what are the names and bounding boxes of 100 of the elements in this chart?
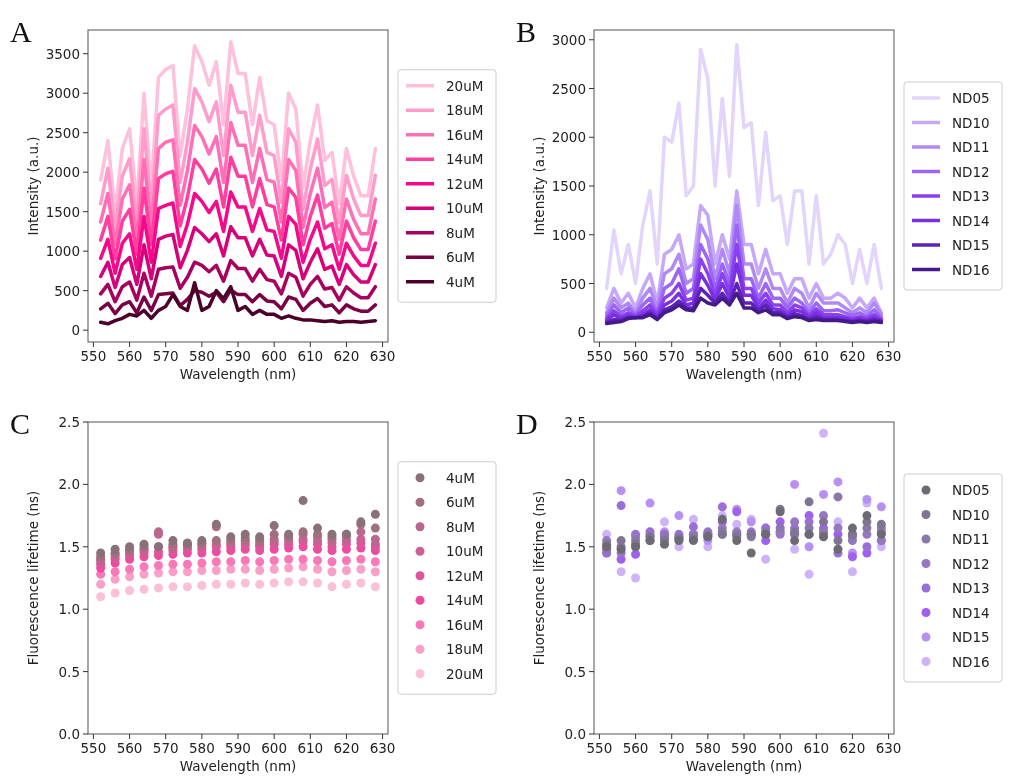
legend-label: ND13: [952, 580, 990, 596]
chart-title: D: [516, 407, 538, 440]
legend-label: ND11: [952, 139, 990, 155]
x-tick-label: 560: [116, 348, 143, 364]
legend-label: 6uM: [446, 494, 475, 511]
chart-title: B: [516, 15, 537, 48]
x-tick-label: 580: [694, 740, 721, 756]
legend-label: 16uM: [446, 616, 484, 633]
legend-label: 18uM: [446, 641, 484, 658]
y-tick-label: 1.0: [564, 601, 586, 618]
x-tick-label: 630: [875, 348, 902, 364]
y-tick-label: 500: [54, 282, 80, 299]
y-tick-label: 500: [560, 275, 586, 292]
x-tick-label: 570: [152, 740, 179, 756]
x-tick-label: 580: [694, 348, 721, 364]
y-tick-label: 2500: [45, 124, 80, 141]
x-tick-label: 620: [333, 740, 360, 756]
legend-label: ND14: [952, 604, 990, 621]
legend-label: ND16: [952, 653, 990, 670]
y-tick-label: 2.0: [564, 476, 586, 493]
legend-label: 8uM: [446, 518, 475, 535]
legend-label: 10uM: [446, 543, 484, 560]
y-tick-label: 1500: [551, 178, 586, 194]
y-tick-label: 2000: [45, 164, 80, 181]
x-tick-label: 590: [225, 348, 251, 364]
legend-label: ND05: [952, 90, 990, 106]
x-tick-label: 610: [803, 348, 830, 364]
legend-label: ND14: [952, 212, 990, 229]
x-axis-title: Wavelength (nm): [179, 366, 297, 382]
legend-label: 12uM: [446, 175, 484, 192]
x-tick-label: 590: [225, 740, 251, 756]
y-tick-label: 1000: [551, 226, 586, 243]
legend-label: 6uM: [446, 249, 475, 266]
x-tick-label: 610: [803, 740, 830, 756]
legend-label: 16uM: [446, 126, 484, 143]
x-tick-label: 600: [261, 740, 288, 756]
legend-label: 8uM: [446, 224, 475, 241]
y-axis-title: Intensity (a.u.): [25, 136, 41, 236]
legend-label: 20uM: [446, 77, 484, 94]
legend-label: ND10: [952, 114, 990, 131]
y-tick-label: 1500: [45, 203, 80, 220]
x-tick-label: 550: [80, 740, 107, 756]
x-tick-label: 590: [731, 348, 757, 364]
y-tick-label: 1000: [45, 243, 80, 260]
x-tick-label: 550: [80, 348, 107, 364]
x-tick-label: 630: [369, 348, 396, 364]
y-tick-label: 0: [577, 324, 586, 341]
legend-label: ND13: [952, 188, 990, 204]
y-tick-label: 2.5: [58, 414, 80, 430]
x-tick-label: 620: [839, 740, 866, 756]
legend-label: ND05: [952, 482, 990, 498]
legend-label: ND15: [952, 237, 990, 253]
legend-label: 10uM: [446, 200, 484, 217]
legend-label: 14uM: [446, 592, 484, 609]
x-tick-label: 590: [731, 740, 757, 756]
y-tick-label: 0.0: [58, 726, 80, 742]
legend-label: ND12: [952, 163, 990, 180]
x-tick-label: 570: [152, 348, 179, 364]
x-tick-label: 570: [658, 740, 685, 756]
x-tick-label: 570: [658, 348, 685, 364]
legend-label: ND12: [952, 555, 990, 572]
x-axis-title: Wavelength (nm): [685, 366, 803, 382]
x-tick-label: 560: [622, 348, 649, 364]
legend-label: 18uM: [446, 102, 484, 119]
x-tick-label: 580: [188, 348, 215, 364]
x-tick-label: 600: [767, 348, 794, 364]
chart-title: C: [10, 407, 31, 440]
y-axis-title: Fluorescence lifetime (ns): [25, 490, 41, 666]
y-tick-label: 2500: [551, 80, 586, 97]
y-tick-label: 1.5: [58, 538, 80, 555]
y-tick-label: 0.5: [564, 663, 586, 680]
x-tick-label: 620: [839, 348, 866, 364]
y-tick-label: 2000: [551, 129, 586, 146]
x-tick-label: 610: [297, 348, 324, 364]
y-tick-label: 0.5: [58, 663, 80, 680]
legend-label: ND10: [952, 506, 990, 523]
legend-label: 14uM: [446, 151, 484, 168]
x-tick-label: 620: [333, 348, 360, 364]
x-tick-label: 600: [261, 348, 288, 364]
legend-label: 4uM: [446, 273, 475, 290]
chart-title: A: [10, 15, 32, 48]
x-tick-label: 550: [586, 740, 613, 756]
legend-label: ND11: [952, 531, 990, 547]
y-axis-title: Intensity (a.u.): [531, 136, 547, 236]
x-tick-label: 550: [586, 348, 613, 364]
y-tick-label: 3000: [551, 31, 586, 48]
legend-label: ND16: [952, 261, 990, 278]
y-tick-label: 3500: [45, 45, 80, 62]
x-tick-label: 560: [622, 740, 649, 756]
y-tick-label: 1.0: [58, 601, 80, 618]
y-tick-label: 2.5: [564, 414, 586, 430]
y-tick-label: 0.0: [564, 726, 586, 742]
x-tick-label: 630: [875, 740, 902, 756]
legend-label: ND15: [952, 629, 990, 645]
y-tick-label: 0: [71, 322, 80, 339]
legend-label: 4uM: [446, 469, 475, 486]
legend-label: 20uM: [446, 665, 484, 682]
y-tick-label: 2.0: [58, 476, 80, 493]
y-tick-label: 1.5: [564, 538, 586, 555]
x-axis-title: Wavelength (nm): [685, 758, 803, 774]
